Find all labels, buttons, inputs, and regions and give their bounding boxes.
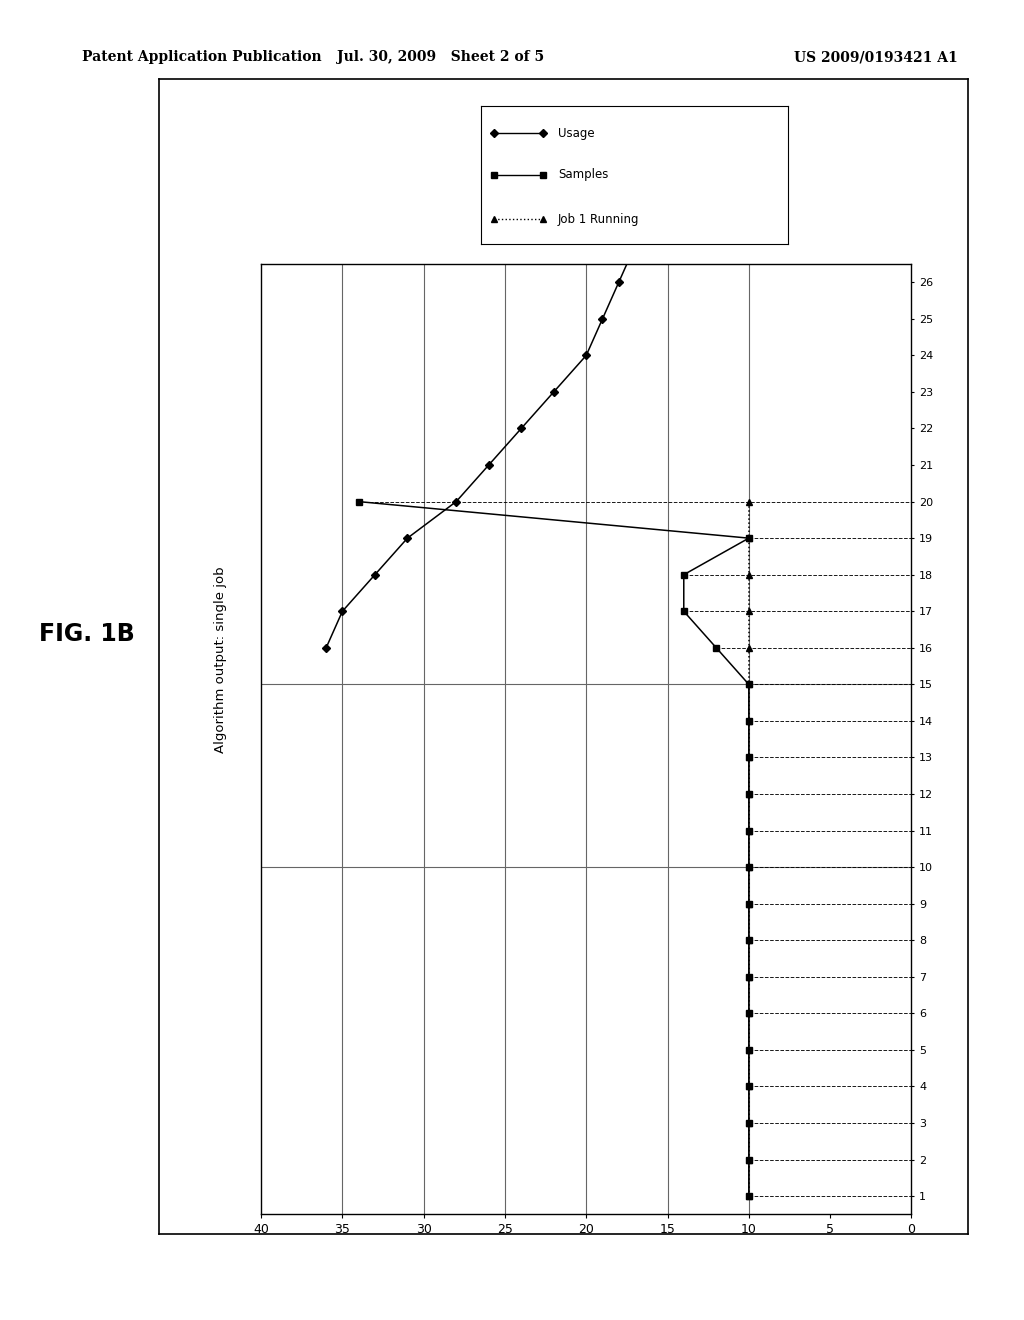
Text: Samples: Samples — [558, 169, 608, 181]
Line: Samples: Samples — [356, 499, 752, 1199]
Usage — [369, 566, 381, 582]
Text: US 2009/0193421 A1: US 2009/0193421 A1 — [794, 50, 957, 65]
Line: Job 1 Running: Job 1 Running — [746, 499, 752, 1199]
Samples — [742, 1115, 755, 1131]
Samples — [742, 859, 755, 875]
Usage — [612, 91, 625, 107]
Samples — [352, 494, 365, 510]
Samples — [742, 932, 755, 948]
Samples — [678, 603, 690, 619]
Job 1 Running — [742, 896, 755, 912]
Job 1 Running — [742, 932, 755, 948]
Job 1 Running — [742, 531, 755, 546]
Samples — [742, 713, 755, 729]
Usage — [336, 603, 348, 619]
Usage — [482, 457, 495, 473]
Samples — [742, 676, 755, 692]
Job 1 Running — [742, 1078, 755, 1094]
Samples — [742, 1041, 755, 1057]
Usage — [596, 312, 608, 327]
Usage — [612, 275, 625, 290]
Job 1 Running — [742, 822, 755, 838]
Job 1 Running — [742, 494, 755, 510]
Usage — [645, 128, 657, 144]
Job 1 Running — [742, 566, 755, 582]
Usage — [629, 238, 641, 253]
Text: Patent Application Publication: Patent Application Publication — [82, 50, 322, 65]
Line: Usage: Usage — [324, 0, 735, 651]
Usage — [482, 18, 495, 34]
Usage — [548, 55, 560, 71]
Usage — [548, 384, 560, 400]
Samples — [742, 822, 755, 838]
Job 1 Running — [742, 787, 755, 803]
Samples — [742, 969, 755, 985]
Samples — [678, 566, 690, 582]
Samples — [742, 1006, 755, 1022]
Job 1 Running — [742, 713, 755, 729]
Samples — [742, 1151, 755, 1167]
Job 1 Running — [742, 1188, 755, 1204]
Job 1 Running — [742, 1151, 755, 1167]
Samples — [742, 787, 755, 803]
Job 1 Running — [742, 676, 755, 692]
Usage — [515, 421, 527, 437]
Job 1 Running — [742, 1006, 755, 1022]
Text: FIG. 1B: FIG. 1B — [39, 622, 135, 645]
Usage — [662, 165, 674, 181]
Samples — [742, 1188, 755, 1204]
Job 1 Running — [742, 640, 755, 656]
Job 1 Running — [742, 859, 755, 875]
Usage — [580, 347, 592, 363]
Usage — [451, 494, 463, 510]
Samples — [742, 896, 755, 912]
Usage — [319, 640, 332, 656]
Text: Job 1 Running: Job 1 Running — [558, 213, 640, 226]
Usage — [401, 531, 414, 546]
Samples — [742, 531, 755, 546]
Text: Algorithm output: single job: Algorithm output: single job — [214, 566, 226, 754]
Text: Usage: Usage — [558, 127, 595, 140]
Job 1 Running — [742, 1041, 755, 1057]
Job 1 Running — [742, 969, 755, 985]
Job 1 Running — [742, 1115, 755, 1131]
Job 1 Running — [742, 750, 755, 766]
Samples — [742, 750, 755, 766]
Samples — [742, 1078, 755, 1094]
Job 1 Running — [742, 603, 755, 619]
Text: Jul. 30, 2009   Sheet 2 of 5: Jul. 30, 2009 Sheet 2 of 5 — [337, 50, 544, 65]
Usage — [645, 201, 657, 216]
Samples — [711, 640, 723, 656]
